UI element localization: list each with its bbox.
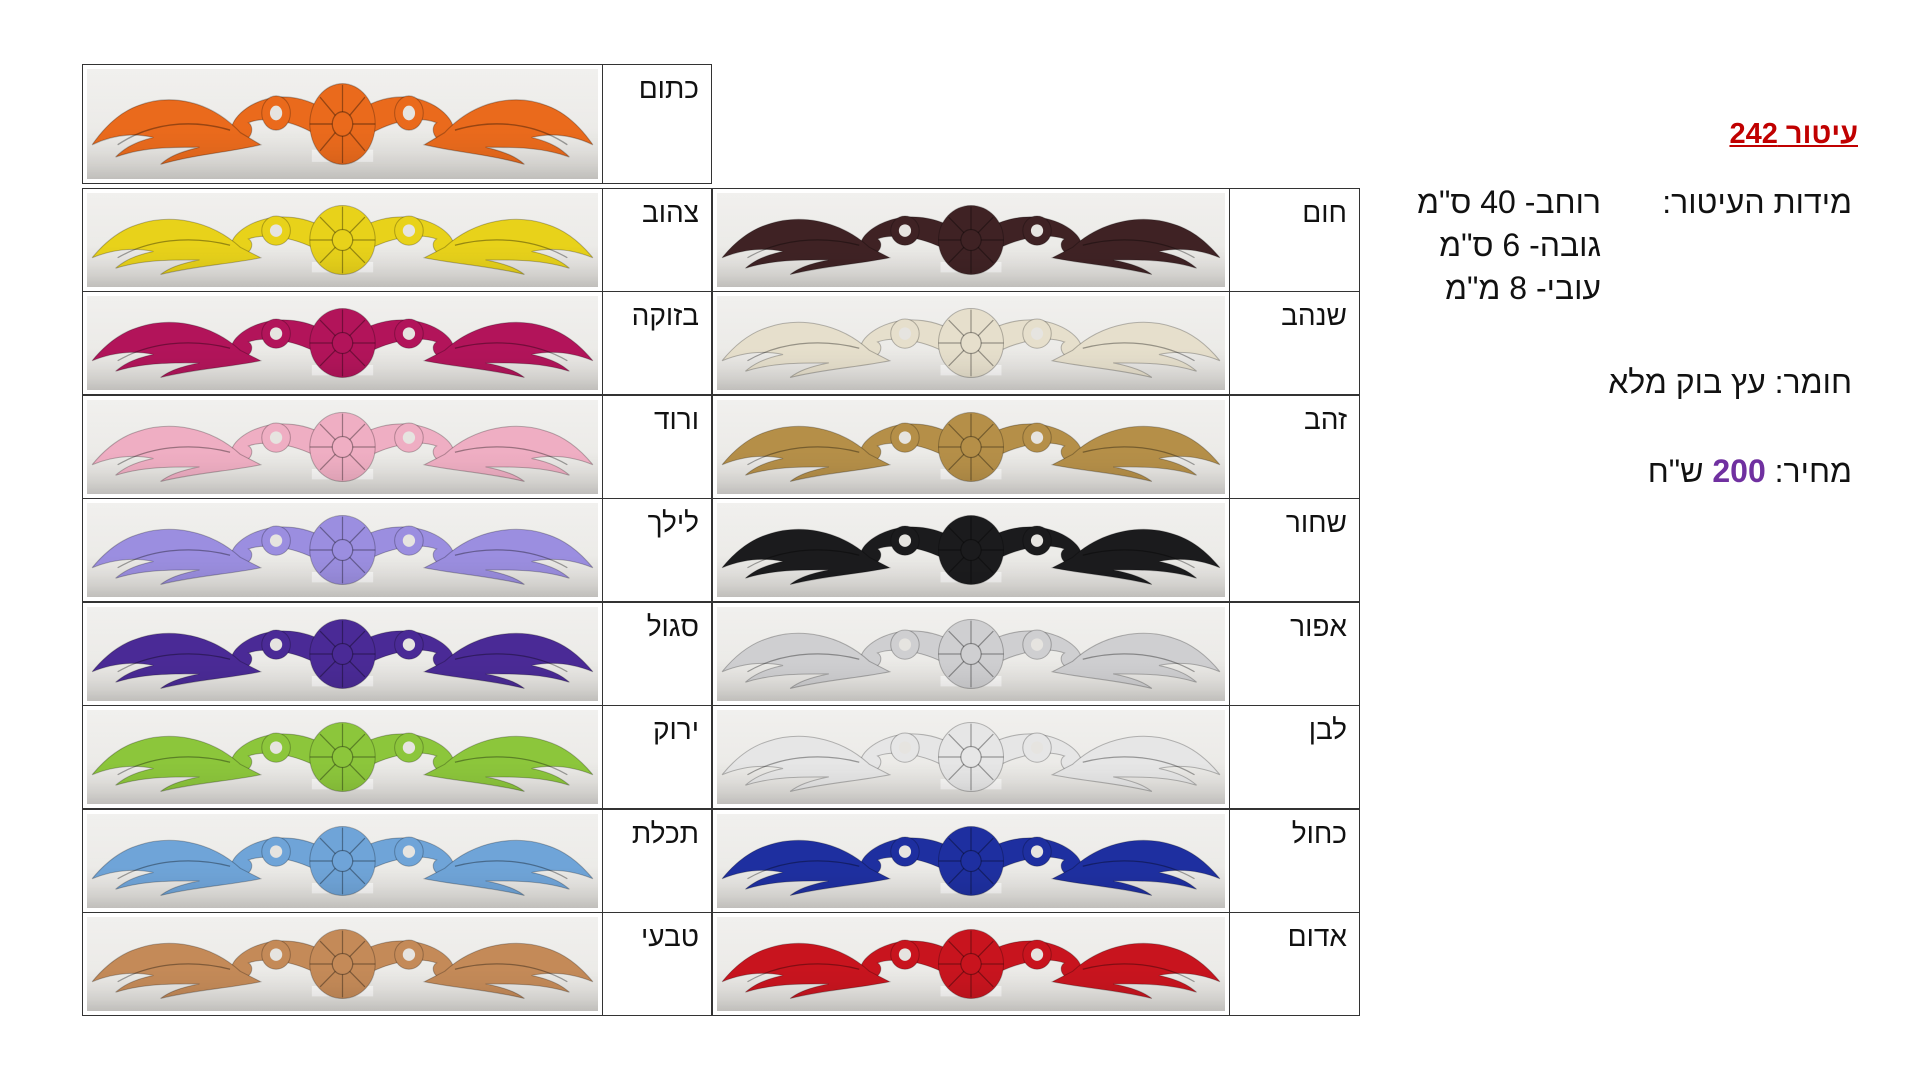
swatch-label-brown: חום: [1229, 188, 1360, 292]
swatch-label-lilac: לילך: [602, 498, 712, 602]
ornament-photo: [87, 400, 598, 494]
swatch-label-gold: זהב: [1229, 395, 1360, 499]
price-row: מחיר: 200 ש"ח: [1648, 451, 1852, 493]
swatch-image-grey: [712, 602, 1230, 706]
swatch-label-champagne: שנהב: [1229, 291, 1360, 395]
ornament-photo: [717, 193, 1225, 287]
swatch-image-brown: [712, 188, 1230, 292]
ornament-photo: [717, 503, 1225, 597]
dimension-thickness: עובי- 8 מ"מ: [1445, 270, 1601, 306]
ornament-photo: [717, 400, 1225, 494]
swatch-image-yellow: [82, 188, 603, 292]
ornament-photo: [717, 710, 1225, 804]
swatch-label-red: אדום: [1229, 912, 1360, 1016]
dimensions-label: מידות העיטור:: [1662, 184, 1852, 220]
swatch-image-red: [712, 912, 1230, 1016]
swatch-label-black: שחור: [1229, 498, 1360, 602]
material-label: חומר:: [1774, 364, 1852, 400]
swatch-image-orange: [82, 64, 603, 184]
price-value: 200: [1712, 453, 1766, 489]
ornament-photo: [717, 296, 1225, 390]
swatch-label-natural: טבעי: [602, 912, 712, 1016]
swatch-label-white: לבן: [1229, 705, 1360, 809]
swatch-image-green: [82, 705, 603, 809]
swatch-image-purple: [82, 602, 603, 706]
price-currency: ש"ח: [1647, 453, 1704, 489]
swatch-image-light-blue: [82, 809, 603, 913]
swatch-label-bordeaux: בזוקה: [602, 291, 712, 395]
swatch-label-yellow: צהוב: [602, 188, 712, 292]
material-row: חומר: עץ בוק מלא: [1608, 362, 1852, 404]
swatch-label-navy: כחול: [1229, 809, 1360, 913]
ornament-photo: [87, 814, 598, 908]
ornament-photo: [87, 710, 598, 804]
swatch-label-pink: ורוד: [602, 395, 712, 499]
swatch-image-champagne: [712, 291, 1230, 395]
ornament-photo: [87, 917, 598, 1011]
ornament-photo: [87, 193, 598, 287]
product-title: עיטור 242: [1729, 118, 1858, 150]
swatch-label-grey: אפור: [1229, 602, 1360, 706]
dimension-width: רוחב- 40 ס"מ: [1417, 184, 1601, 220]
swatch-label-light-blue: תכלת: [602, 809, 712, 913]
swatch-image-lilac: [82, 498, 603, 602]
ornament-photo: [87, 607, 598, 701]
swatch-image-gold: [712, 395, 1230, 499]
ornament-photo: [717, 607, 1225, 701]
swatch-image-natural: [82, 912, 603, 1016]
material-value: עץ בוק מלא: [1608, 364, 1766, 400]
dimension-height: גובה- 6 ס"מ: [1439, 227, 1601, 263]
swatch-image-black: [712, 498, 1230, 602]
swatch-image-bordeaux: [82, 291, 603, 395]
swatch-image-white: [712, 705, 1230, 809]
ornament-photo: [717, 917, 1225, 1011]
price-label: מחיר:: [1774, 453, 1852, 489]
swatch-label-orange: כתום: [602, 64, 712, 184]
ornament-photo: [87, 503, 598, 597]
swatch-label-purple: סגול: [602, 602, 712, 706]
ornament-photo: [87, 296, 598, 390]
swatch-image-pink: [82, 395, 603, 499]
swatch-image-navy: [712, 809, 1230, 913]
ornament-photo: [87, 69, 598, 179]
swatch-label-green: ירוק: [602, 705, 712, 809]
ornament-photo: [717, 814, 1225, 908]
